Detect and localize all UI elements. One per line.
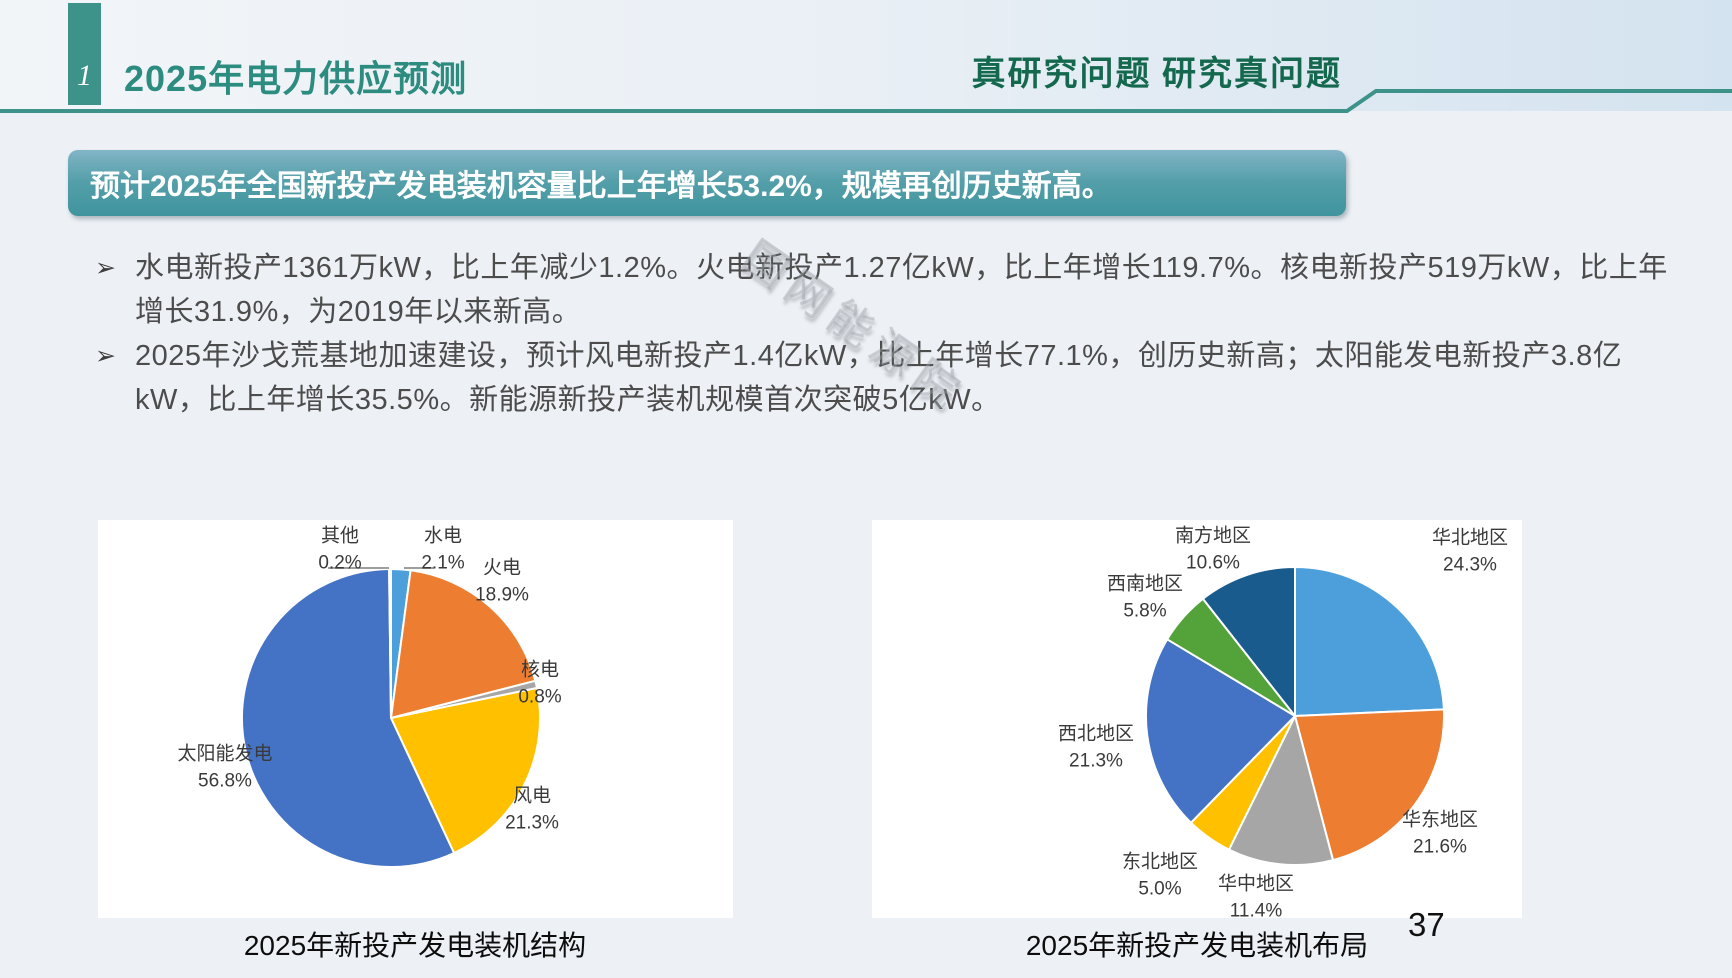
- page-number: 37: [1408, 906, 1445, 943]
- slice-label: 其他 0.2%: [318, 525, 362, 573]
- slice-label: 火电 18.9%: [475, 557, 529, 605]
- bullet-text: 水电新投产1361万kW，比上年减少1.2%。火电新投产1.27亿kW，比上年增…: [135, 252, 1668, 328]
- pie-panel-structure: 其他 0.2% 水电 2.1% 火电 18.9% 核电 0.8% 风电 21.3…: [98, 520, 733, 918]
- section-number-bar: 1: [68, 3, 101, 105]
- key-message-text: 预计2025年全国新投产发电装机容量比上年增长53.2%，规模再创历史新高。: [90, 170, 1112, 203]
- slogan-text: 真研究问题 研究真问题: [971, 56, 1342, 93]
- slice-label: 南方地区 10.6%: [1174, 525, 1252, 573]
- slice-label: 水电 2.1%: [421, 525, 465, 573]
- pie-panel-layout: 南方地区 10.6% 西南地区 5.8% 华北地区 24.3% 华东地区 21.…: [872, 520, 1522, 921]
- pie-chart-structure: [241, 568, 541, 868]
- slice-label: 西南地区 5.8%: [1106, 573, 1184, 621]
- slice-label: 太阳能发电 56.8%: [177, 743, 273, 791]
- key-message-banner: 预计2025年全国新投产发电装机容量比上年增长53.2%，规模再创历史新高。: [68, 150, 1346, 216]
- chart-caption-layout: 2025年新投产发电装机布局: [1025, 930, 1369, 961]
- section-number: 1: [77, 59, 92, 92]
- chart-caption-structure: 2025年新投产发电装机结构: [243, 930, 587, 961]
- slice-label: 华东地区 21.6%: [1401, 809, 1479, 857]
- slide-title: 2025年电力供应预测: [124, 58, 468, 99]
- slice-label: 华中地区 11.4%: [1217, 873, 1295, 921]
- slice-label: 风电 21.3%: [505, 785, 559, 833]
- slice-label: 西北地区 21.3%: [1057, 723, 1135, 771]
- slice-label: 核电 0.8%: [518, 659, 562, 707]
- bullet-list: ➢ 水电新投产1361万kW，比上年减少1.2%。火电新投产1.27亿kW，比上…: [95, 246, 1691, 422]
- pie-chart-layout: [1145, 566, 1445, 866]
- bullet-arrow-icon: ➢: [95, 342, 116, 370]
- list-item: ➢ 2025年沙戈荒基地加速建设，预计风电新投产1.4亿kW，比上年增长77.1…: [95, 334, 1691, 422]
- bullet-arrow-icon: ➢: [95, 254, 116, 282]
- list-item: ➢ 水电新投产1361万kW，比上年减少1.2%。火电新投产1.27亿kW，比上…: [95, 246, 1691, 334]
- slice-label: 华北地区 24.3%: [1431, 527, 1509, 575]
- slice-label: 东北地区 5.0%: [1121, 851, 1199, 899]
- bullet-text: 2025年沙戈荒基地加速建设，预计风电新投产1.4亿kW，比上年增长77.1%，…: [135, 340, 1623, 416]
